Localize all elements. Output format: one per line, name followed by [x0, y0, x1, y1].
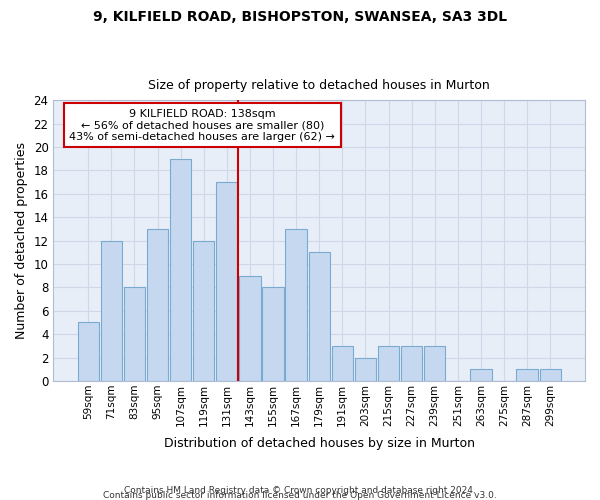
Bar — [308, 252, 330, 381]
Bar — [239, 276, 260, 381]
Bar — [77, 322, 99, 381]
Text: Contains HM Land Registry data © Crown copyright and database right 2024.: Contains HM Land Registry data © Crown c… — [124, 486, 476, 495]
Y-axis label: Number of detached properties: Number of detached properties — [15, 142, 28, 339]
Title: Size of property relative to detached houses in Murton: Size of property relative to detached ho… — [148, 79, 490, 92]
Bar — [378, 346, 399, 381]
Bar — [170, 158, 191, 381]
Bar — [401, 346, 422, 381]
Bar — [539, 370, 561, 381]
Bar — [216, 182, 238, 381]
Bar — [124, 288, 145, 381]
Bar — [262, 288, 284, 381]
Bar — [470, 370, 491, 381]
Bar — [424, 346, 445, 381]
Bar — [517, 370, 538, 381]
Bar — [101, 240, 122, 381]
Bar — [355, 358, 376, 381]
Bar — [147, 229, 168, 381]
Text: 9, KILFIELD ROAD, BISHOPSTON, SWANSEA, SA3 3DL: 9, KILFIELD ROAD, BISHOPSTON, SWANSEA, S… — [93, 10, 507, 24]
Bar — [286, 229, 307, 381]
X-axis label: Distribution of detached houses by size in Murton: Distribution of detached houses by size … — [164, 437, 475, 450]
Text: 9 KILFIELD ROAD: 138sqm
← 56% of detached houses are smaller (80)
43% of semi-de: 9 KILFIELD ROAD: 138sqm ← 56% of detache… — [70, 108, 335, 142]
Bar — [332, 346, 353, 381]
Text: Contains public sector information licensed under the Open Government Licence v3: Contains public sector information licen… — [103, 490, 497, 500]
Bar — [193, 240, 214, 381]
